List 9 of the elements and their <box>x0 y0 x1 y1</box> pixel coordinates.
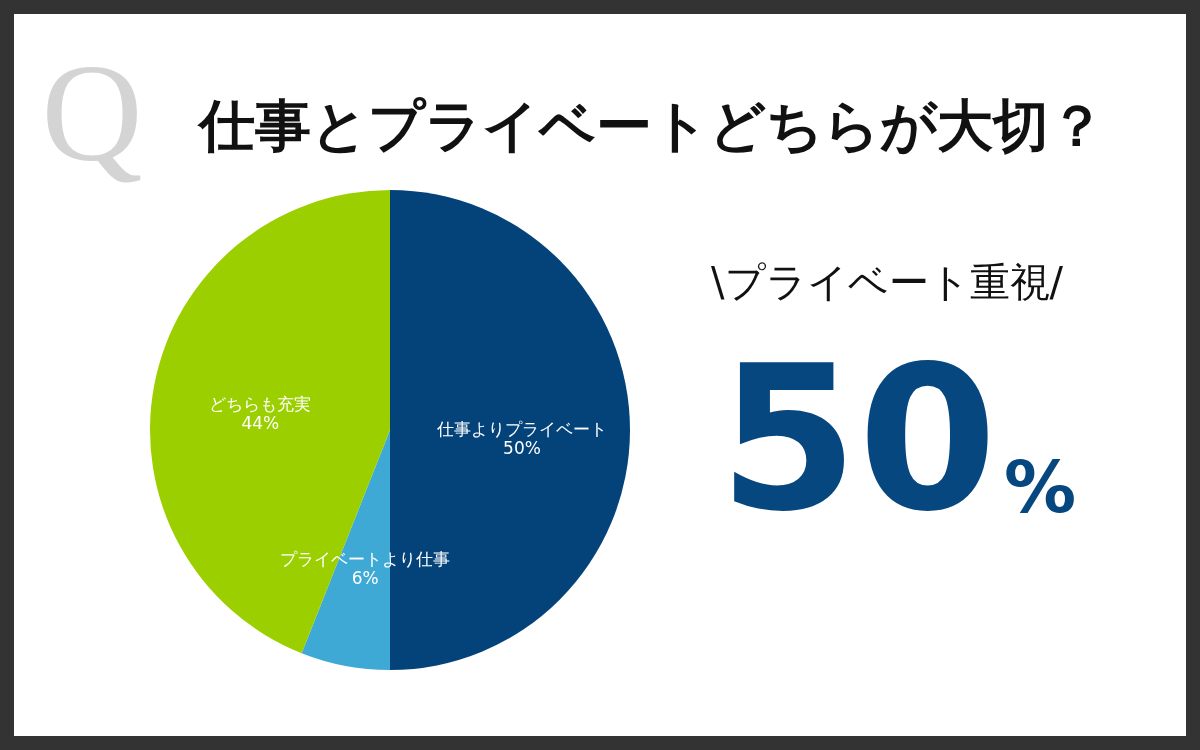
text: \プライベート重視/ <box>711 259 1064 305</box>
chart-title: 仕事とプライベートどちらが大切？ <box>197 93 1105 158</box>
data-label: 50% <box>503 438 541 458</box>
data-label: 44% <box>241 413 280 434</box>
data-label: 6% <box>351 567 379 588</box>
text: 50 <box>718 322 998 555</box>
slice-label: どちらも充実 <box>209 394 312 415</box>
text: % <box>1003 445 1077 529</box>
slice-label: 仕事よりプライベート <box>436 419 607 439</box>
